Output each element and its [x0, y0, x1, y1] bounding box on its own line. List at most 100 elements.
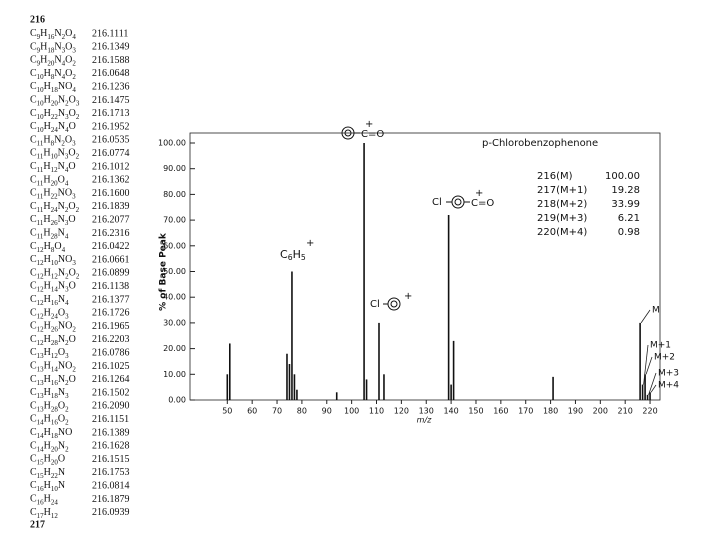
peak-label: M+1 [650, 341, 671, 351]
benzene-ring-inner [454, 198, 462, 206]
exact-mass: 216.0814 [92, 480, 130, 491]
exact-mass: 216.1600 [92, 188, 130, 199]
formula: C9H20N4O2 [30, 55, 76, 67]
formula: C15H22N [30, 467, 65, 479]
benzene-ring-inner [344, 129, 352, 137]
formula: C13H12O3 [30, 347, 69, 359]
annotation: Cl [370, 299, 380, 310]
exact-mass: 216.0899 [92, 268, 130, 279]
x-tick-label: 120 [394, 407, 409, 416]
exact-mass: 216.1952 [92, 121, 130, 132]
exact-mass: 216.1025 [92, 361, 130, 372]
x-tick-label: 80 [297, 407, 307, 416]
exact-mass: 216.1349 [92, 42, 130, 53]
exact-mass: 216.1965 [92, 321, 130, 332]
formula: C12H28N2O [30, 334, 76, 346]
exact-mass: 216.2090 [92, 401, 130, 412]
exact-mass: 216.0648 [92, 68, 130, 79]
x-tick-label: 50 [222, 407, 232, 416]
exact-mass: 216.0422 [92, 241, 130, 252]
x-tick-label: 220 [642, 407, 657, 416]
isotope-label: 216(M) [537, 171, 573, 182]
x-tick-label: 200 [593, 407, 608, 416]
exact-mass: 216.0661 [92, 254, 130, 265]
benzene-ring-inner [390, 300, 398, 308]
chart-title: p-Chlorobenzophenone [482, 138, 598, 149]
charge: + [404, 291, 412, 302]
table-title: 216 [30, 14, 45, 25]
formula: C13H16N2O [30, 374, 76, 386]
isotope-label: 218(M+2) [537, 199, 587, 210]
formula: C16H24 [30, 494, 58, 506]
formula: C9H18N3O3 [30, 42, 76, 54]
formula: C12H14N3O [30, 281, 76, 293]
x-tick-label: 130 [419, 407, 434, 416]
exact-mass: 216.0939 [92, 507, 130, 518]
x-axis-label: m/z [417, 416, 432, 425]
exact-mass: 216.1753 [92, 467, 130, 478]
exact-mass: 216.1879 [92, 494, 130, 505]
formula: C14H18NO [30, 427, 72, 439]
formula: C11H10N3O2 [30, 148, 80, 160]
peak-label-leader [650, 384, 657, 393]
exact-mass: 216.1151 [92, 414, 129, 425]
exact-mass: 216.1236 [92, 81, 130, 92]
formula: C12H8O4 [30, 241, 66, 253]
annotation: C6H5 [280, 248, 306, 262]
exact-mass: 216.1362 [92, 175, 130, 186]
exact-mass: 216.1264 [92, 374, 130, 385]
x-tick-label: 140 [443, 407, 458, 416]
formula: C10H22N3O2 [30, 108, 80, 120]
peak-label: M+4 [658, 381, 679, 391]
formula: C10H24N4O [30, 121, 76, 133]
y-tick-label: 50.00 [163, 267, 186, 276]
formula: C11H24N2O2 [30, 201, 80, 213]
annotation: C=O [361, 129, 384, 140]
x-tick-label: 160 [493, 407, 508, 416]
formula: C15H20O [30, 454, 65, 466]
x-tick-label: 150 [468, 407, 483, 416]
exact-mass: 216.0786 [92, 347, 130, 358]
x-tick-label: 190 [568, 407, 583, 416]
isotope-label: 219(M+3) [537, 213, 587, 224]
formula: C17H12 [30, 507, 58, 519]
formula: C10H8N4O2 [30, 68, 76, 80]
x-tick-label: 210 [618, 407, 633, 416]
isotope-label: 217(M+1) [537, 185, 587, 196]
plot-frame [189, 132, 661, 401]
formula: C10H18NO4 [30, 81, 76, 93]
y-tick-label: 60.00 [163, 241, 186, 250]
x-tick-label: 100 [344, 407, 359, 416]
formula: C11H12N4O [30, 161, 76, 173]
exact-mass: 216.0774 [92, 148, 130, 159]
x-tick-label: 170 [518, 407, 533, 416]
isotope-value: 6.21 [618, 213, 640, 224]
charge: + [306, 238, 314, 249]
benzene-ring [387, 297, 401, 311]
exact-mass: 216.1713 [92, 108, 130, 119]
peak-label: M [652, 306, 660, 316]
formula: C11H28N4 [30, 228, 69, 240]
formula: C12H16N4 [30, 294, 69, 306]
formula: C11H8N2O3 [30, 135, 76, 147]
exact-mass: 216.1839 [92, 201, 130, 212]
y-tick-label: 20.00 [163, 344, 186, 353]
formula: C12H26NO2 [30, 321, 76, 333]
exact-mass: 216.2316 [92, 228, 130, 239]
peak-label: M+3 [658, 369, 679, 379]
peak-label-leader [648, 372, 657, 395]
exact-mass: 216.1515 [92, 454, 130, 465]
y-tick-label: 90.00 [163, 164, 186, 173]
formula: C16H10N [30, 480, 65, 492]
exact-mass: 216.2203 [92, 334, 130, 345]
exact-mass: 216.0535 [92, 135, 130, 146]
x-tick-label: 70 [272, 407, 282, 416]
exact-mass: 216.1588 [92, 55, 130, 66]
formula: C12H24O3 [30, 308, 69, 320]
table-footer: 217 [30, 519, 45, 530]
isotope-value: 0.98 [618, 227, 640, 238]
y-tick-label: 10.00 [163, 370, 186, 379]
peak-label-leader [640, 309, 651, 324]
formula: C10H20N2O3 [30, 95, 80, 107]
